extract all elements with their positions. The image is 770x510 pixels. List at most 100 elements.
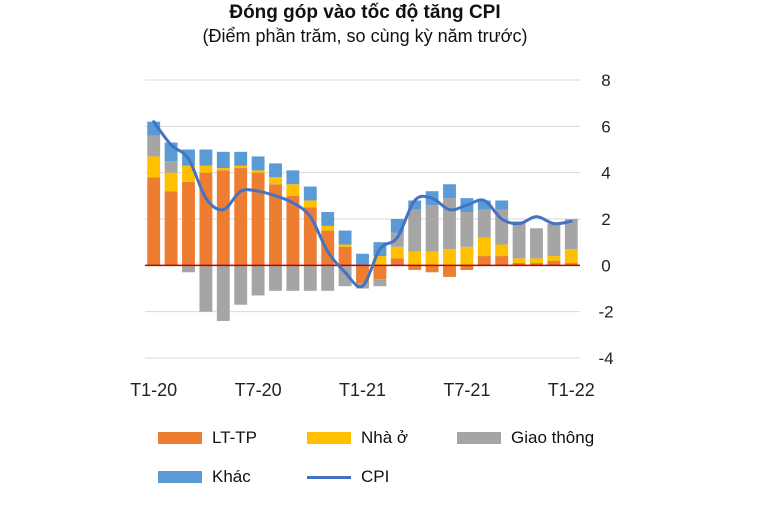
bar-giao-th-ng (251, 265, 265, 296)
bar-kh-c (321, 212, 335, 226)
chart-subtitle: (Điểm phần trăm, so cùng kỳ năm trước) (202, 26, 528, 46)
bar-nh- (338, 244, 352, 247)
bar-giao-th-ng (512, 221, 526, 259)
bar-giao-th-ng (530, 228, 543, 259)
bar-giao-th-ng (164, 161, 178, 173)
bar-kh-c (495, 200, 509, 210)
bar-kh-c (356, 253, 369, 266)
bar-lt-tp (373, 265, 387, 280)
bar-lt-tp (547, 260, 561, 266)
x-tick-label: T7-20 (235, 380, 282, 400)
bar-lt-tp (234, 168, 248, 266)
x-tick-label: T1-21 (339, 380, 386, 400)
bar-giao-th-ng (408, 209, 422, 252)
legend-item-khac: Khác (158, 467, 251, 487)
bar-lt-tp (408, 265, 422, 270)
chart-title: Đóng góp vào tốc độ tăng CPI (229, 2, 501, 23)
y-tick-label: 8 (601, 71, 610, 90)
bar-lt-tp (477, 256, 491, 266)
bar-nh- (425, 251, 439, 266)
bar-giao-th-ng (182, 265, 195, 273)
legend-swatch-cpi (307, 475, 351, 479)
bar-giao-th-ng (234, 265, 248, 305)
bar-giao-th-ng (547, 223, 561, 257)
legend-item-giao-thong: Giao thông (457, 428, 594, 448)
bar-kh-c (443, 184, 456, 199)
bar-giao-th-ng (495, 209, 509, 245)
bar-giao-th-ng (373, 279, 387, 287)
bar-lt-tp (390, 258, 404, 266)
bar-nh- (182, 165, 195, 182)
bar-giao-th-ng (564, 219, 578, 250)
legend-swatch-lt-tp (158, 432, 202, 444)
bar-nh- (216, 168, 230, 171)
bar-nh- (321, 225, 335, 231)
bar-giao-th-ng (460, 212, 474, 247)
bar-nh- (443, 249, 456, 266)
bar-lt-tp (182, 181, 195, 266)
x-tick-label: T1-22 (548, 380, 595, 400)
legend-label-giao-thong: Giao thông (511, 428, 595, 447)
bar-lt-tp (425, 265, 439, 273)
bar-nh- (164, 172, 178, 192)
x-tick-label: T1-20 (130, 380, 177, 400)
bar-lt-tp (443, 265, 456, 277)
legend-item-lt-tp: LT-TP (158, 428, 257, 448)
bar-nh- (234, 165, 248, 169)
bar-nh- (477, 237, 491, 257)
bar-lt-tp (251, 172, 265, 266)
bar-lt-tp (495, 256, 509, 266)
bar-nh- (460, 246, 474, 266)
bar-lt-tp (216, 170, 230, 266)
bar-lt-tp (286, 195, 300, 266)
y-tick-label: 4 (601, 164, 610, 183)
bar-lt-tp (199, 172, 213, 266)
bar-kh-c (199, 149, 213, 166)
bar-kh-c (234, 151, 248, 166)
bar-kh-c (477, 200, 491, 210)
y-tick-label: 6 (601, 117, 610, 136)
bar-giao-th-ng (425, 205, 439, 252)
bar-nh- (199, 165, 213, 173)
bar-kh-c (216, 151, 230, 169)
bar-nh- (373, 256, 387, 266)
x-tick-label: T7-21 (443, 380, 490, 400)
y-tick-label: 2 (601, 210, 610, 229)
legend-label-khac: Khác (212, 467, 251, 486)
bar-lt-tp (512, 263, 526, 266)
bar-nh- (269, 177, 282, 185)
bar-giao-th-ng (477, 209, 491, 238)
legend-swatch-giao-thong (457, 432, 501, 444)
bar-lt-tp (164, 191, 178, 266)
bar-nh- (303, 200, 317, 208)
bar-kh-c (251, 156, 265, 171)
bar-nh- (390, 246, 404, 259)
bar-giao-th-ng (147, 135, 161, 157)
bar-nh- (408, 251, 422, 266)
legend-label-nha-o: Nhà ở (361, 428, 409, 447)
y-tick-label: 0 (601, 256, 610, 275)
bar-giao-th-ng (303, 265, 317, 291)
bar-lt-tp (564, 263, 578, 266)
bar-giao-th-ng (199, 265, 213, 312)
y-tick-label: -2 (598, 303, 613, 322)
bar-nh- (286, 184, 300, 196)
bar-kh-c (408, 200, 422, 210)
y-tick-label: -4 (598, 349, 613, 368)
bar-kh-c (286, 170, 300, 185)
bar-nh- (564, 249, 578, 264)
bar-giao-th-ng (286, 265, 300, 291)
bar-nh- (495, 244, 509, 257)
legend-item-nha-o: Nhà ở (307, 428, 408, 448)
bar-giao-th-ng (321, 265, 335, 291)
bar-kh-c (338, 230, 352, 245)
legend-label-cpi: CPI (361, 467, 390, 486)
legend-item-cpi: CPI (307, 467, 389, 487)
bar-nh- (251, 170, 265, 173)
bar-lt-tp (147, 177, 161, 266)
bar-lt-tp (460, 265, 474, 270)
bar-nh- (547, 256, 561, 261)
bar-giao-th-ng (216, 265, 230, 321)
bar-lt-tp (530, 263, 543, 266)
